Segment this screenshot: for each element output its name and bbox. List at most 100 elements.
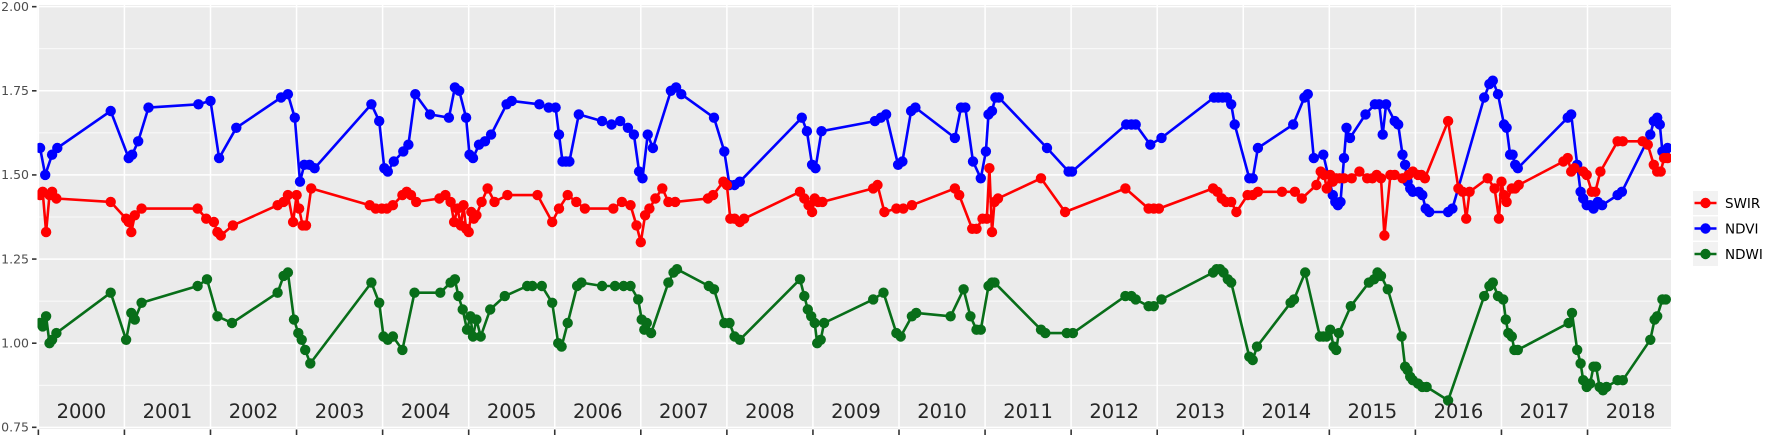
swir-data-point: [215, 230, 226, 241]
swir-data-point: [670, 196, 681, 208]
ndwi-data-point: [288, 314, 300, 325]
ndwi-data-point: [878, 287, 889, 298]
swir-data-point: [1346, 173, 1357, 184]
series-layer: [37, 75, 1671, 406]
ndwi-data-point: [1396, 331, 1407, 342]
ndvi-data-point: [596, 115, 608, 127]
swir-data-point: [227, 220, 239, 231]
y-axis-tick-label: 0.75: [1, 420, 29, 435]
y-axis-tick-label: 2.00: [1, 0, 29, 14]
swir-data-point: [631, 220, 642, 231]
ndvi-data-point: [506, 95, 517, 107]
swir-data-point: [553, 203, 565, 214]
swir-data-point: [992, 193, 1004, 204]
gridlines-major: [37, 5, 1671, 429]
ndwi-data-point: [129, 314, 140, 325]
ndwi-data-point: [212, 311, 223, 322]
swir-data-point: [471, 210, 482, 221]
ndwi-data-point: [1506, 331, 1518, 342]
ndwi-data-point: [485, 304, 496, 315]
ndvi-data-point: [443, 112, 455, 123]
ndvi-data-point: [1247, 173, 1258, 184]
ndwi-data-point: [1498, 294, 1509, 305]
swir-data-point: [1252, 186, 1264, 197]
ndwi-data-point: [1652, 311, 1663, 322]
ndwi-data-point: [815, 334, 826, 345]
ndwi-data-point: [1288, 294, 1300, 305]
swir-data-point: [1231, 206, 1242, 218]
ndwi-data-point: [467, 331, 479, 342]
ndvi-data-point: [796, 112, 807, 123]
swir-data-point: [1442, 115, 1454, 127]
ndvi-data-point: [606, 119, 617, 130]
ndvi-data-point: [628, 129, 640, 140]
ndvi-data-point: [1501, 122, 1512, 133]
swir-data-point: [1321, 183, 1332, 194]
ndvi-data-point: [105, 105, 116, 117]
ndvi-data-point: [1341, 122, 1352, 133]
swir-data-point: [571, 196, 582, 208]
swir-data-point: [707, 189, 719, 201]
ndwi-series-points: [37, 264, 1671, 406]
swir-data-point: [806, 206, 818, 218]
swir-data-point: [136, 203, 147, 214]
swir-data-point: [1059, 206, 1071, 218]
swir-data-point: [608, 203, 619, 214]
ndvi-data-point: [410, 89, 421, 100]
ndwi-data-point: [645, 327, 657, 339]
ndvi-series-points: [37, 75, 1671, 218]
ndwi-data-point: [105, 287, 116, 298]
swir-data-point: [482, 183, 493, 194]
x-year-label: 2012: [1089, 400, 1139, 423]
ndwi-data-point: [435, 287, 446, 298]
x-year-label: 2018: [1606, 400, 1656, 423]
ndwi-data-point: [708, 284, 720, 295]
ndvi-data-point: [1360, 109, 1371, 120]
swir-data-point: [616, 196, 628, 208]
swir-data-point: [1296, 193, 1308, 204]
ndvi-data-point: [127, 149, 138, 160]
legend-label: NDVI: [1725, 221, 1758, 237]
x-year-label: 2007: [659, 400, 709, 423]
ndvi-data-point: [1226, 99, 1237, 110]
swir-series-points: [37, 115, 1671, 248]
x-year-label: 2004: [401, 400, 451, 423]
swir-data-point: [635, 237, 646, 248]
swir-data-point: [1419, 173, 1431, 184]
x-year-label: 2016: [1434, 400, 1484, 423]
swir-data-point: [1562, 152, 1573, 164]
swir-data-point: [984, 163, 995, 174]
x-year-label: 2014: [1261, 400, 1311, 423]
ndwi-data-point: [1325, 324, 1336, 335]
ndwi-data-point: [1040, 327, 1051, 339]
ndwi-data-point: [1331, 344, 1342, 356]
swir-data-point: [1354, 166, 1365, 177]
ndvi-data-point: [1397, 149, 1408, 160]
swir-data-point: [1581, 169, 1592, 181]
swir-data-point: [1464, 186, 1475, 197]
swir-data-point: [287, 216, 299, 228]
ndvi-data-point: [52, 142, 63, 154]
ndvi-data-point: [550, 102, 561, 113]
ndvi-data-point: [485, 129, 497, 140]
ndwi-data-point: [201, 274, 213, 285]
ndwi-data-point: [527, 280, 538, 292]
ndwi-data-point: [305, 358, 316, 369]
swir-data-point: [387, 200, 399, 211]
ndvi-data-point: [1479, 92, 1490, 103]
swir-data-point: [476, 196, 487, 208]
swir-data-point: [625, 200, 636, 211]
ndvi-data-point: [382, 166, 393, 177]
ndvi-data-point: [479, 136, 491, 147]
ndwi-data-point: [136, 297, 147, 308]
swir-data-point: [898, 203, 909, 214]
ndvi-data-point: [282, 89, 294, 100]
ndvi-data-point: [553, 129, 565, 140]
ndwi-data-point: [1345, 301, 1357, 312]
ndwi-data-point: [1601, 381, 1612, 393]
ndwi-data-point: [475, 331, 486, 342]
ndwi-data-point: [499, 290, 510, 302]
ndwi-data-point: [911, 307, 922, 319]
ndwi-data-point: [1479, 290, 1490, 302]
x-year-label: 2005: [487, 400, 537, 423]
